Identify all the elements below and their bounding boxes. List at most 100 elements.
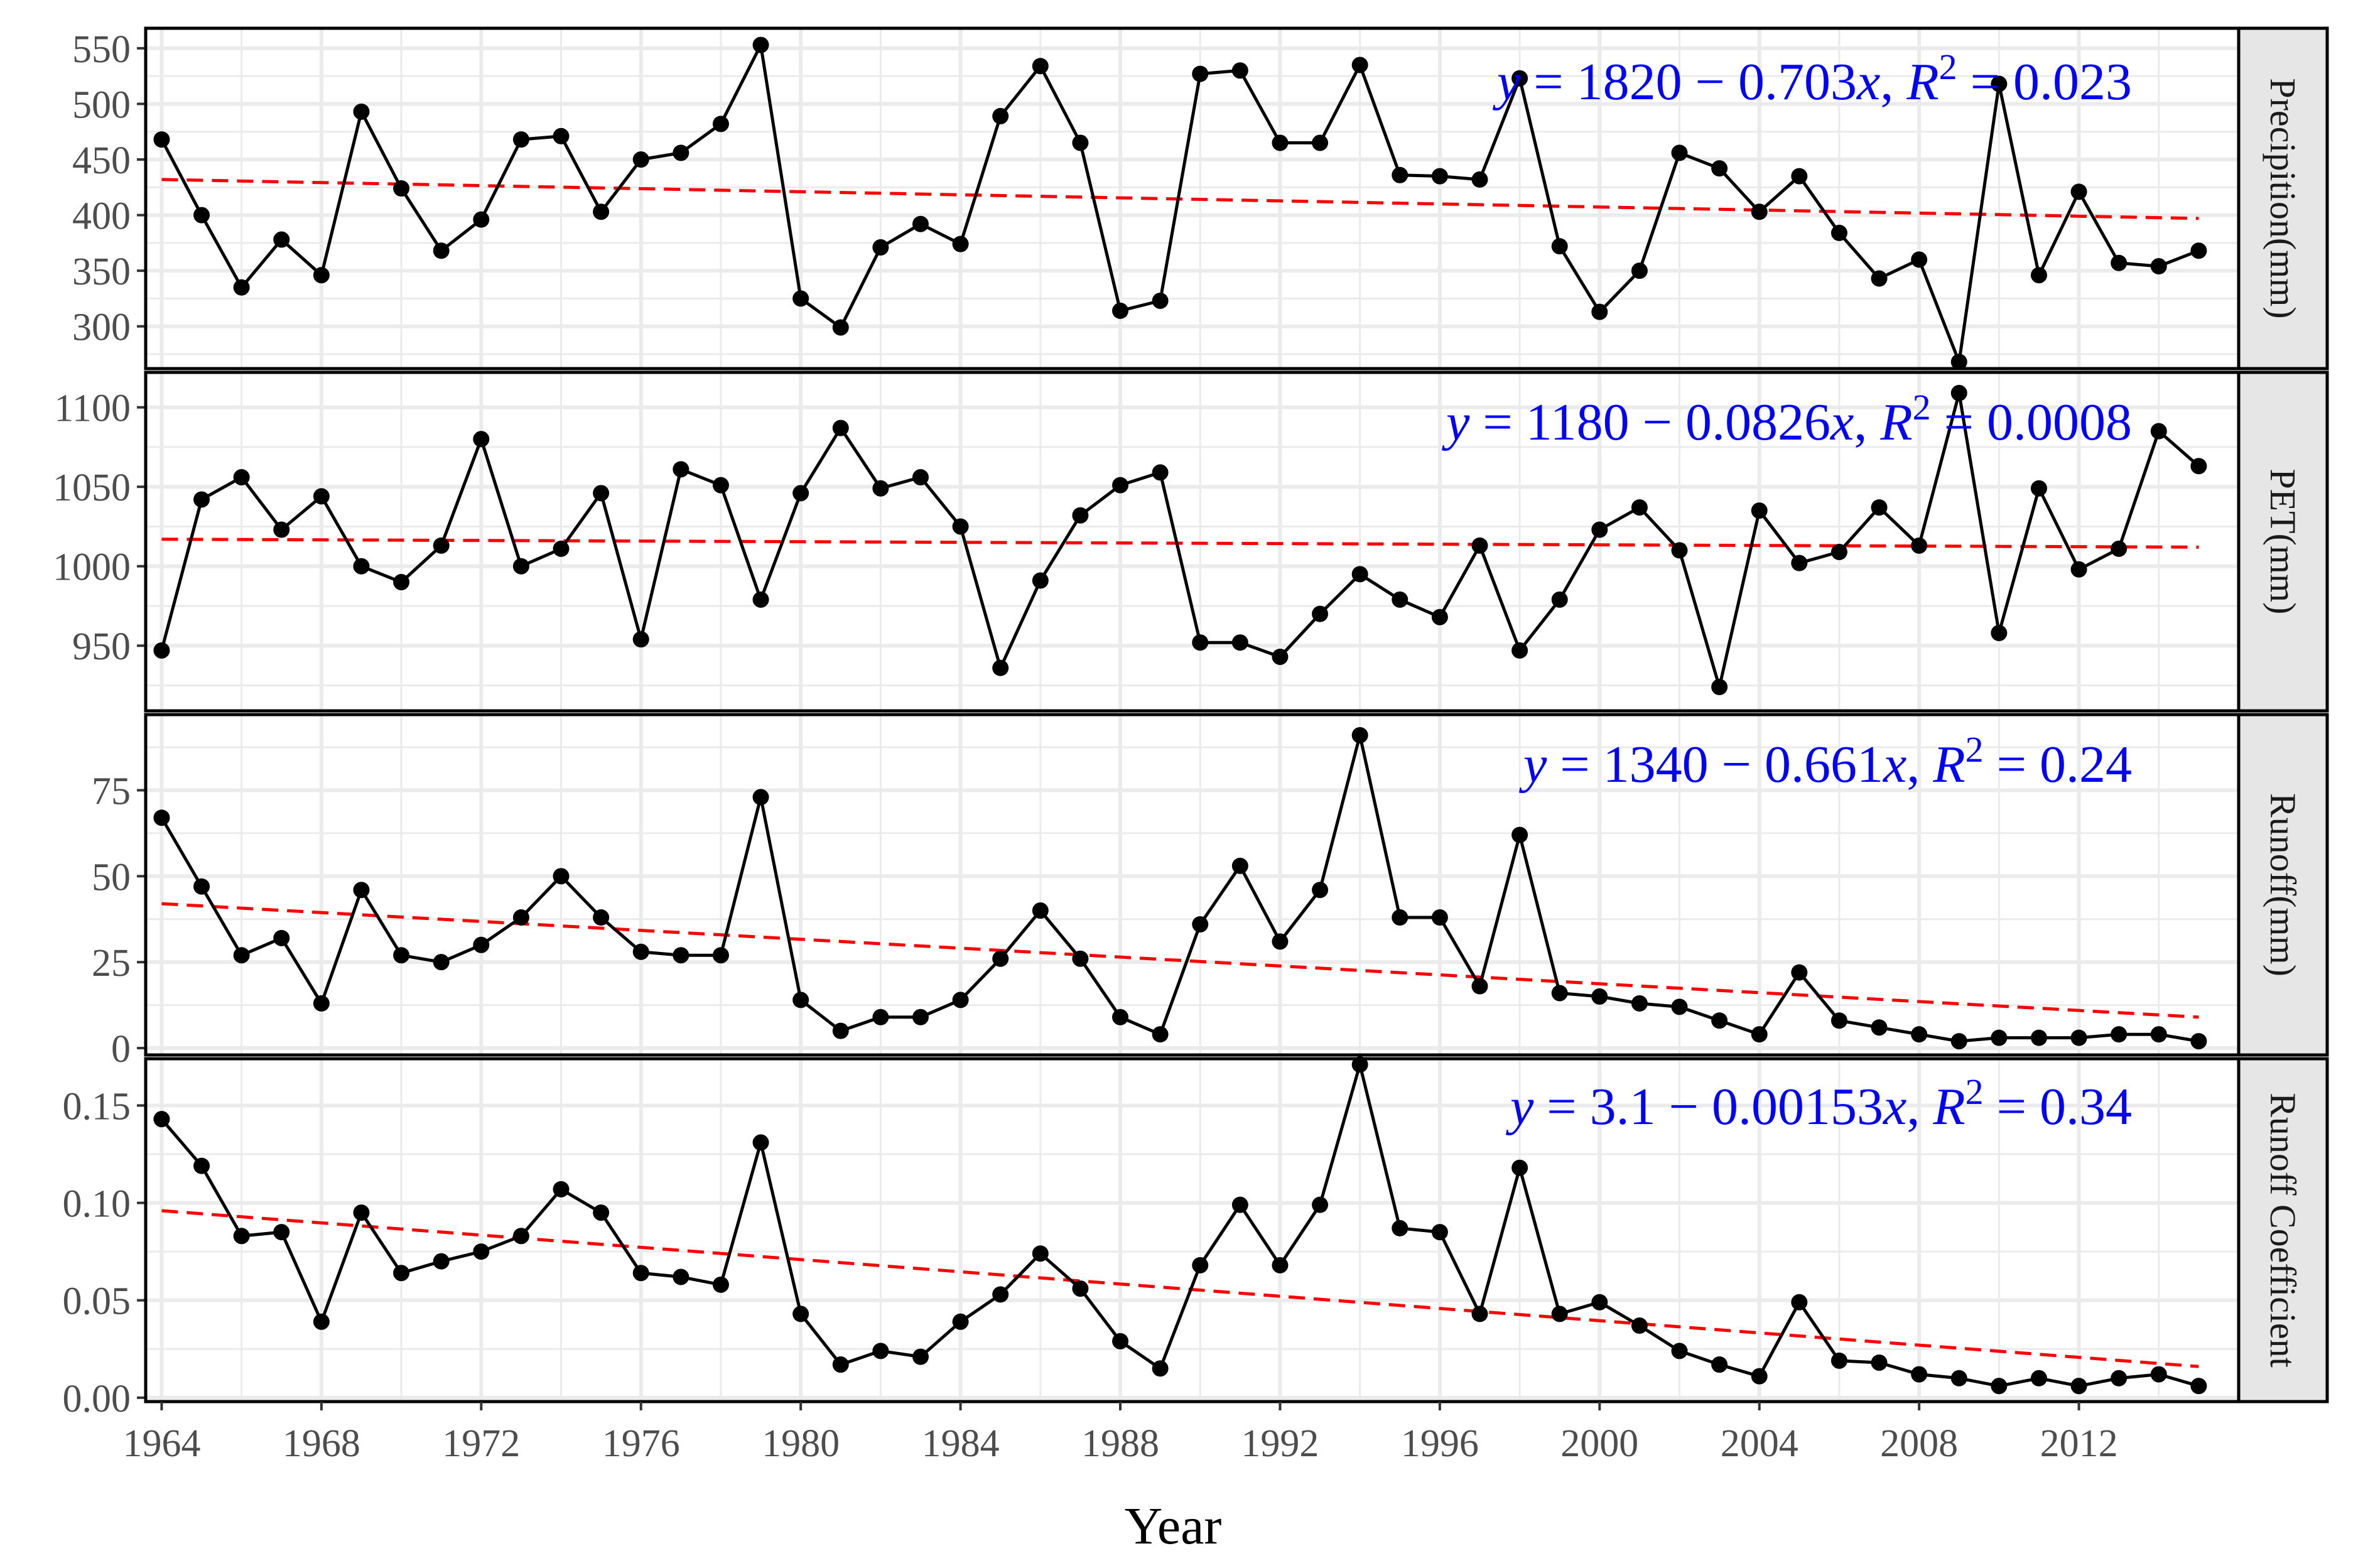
data-point xyxy=(1911,537,1928,554)
data-point xyxy=(1192,634,1209,651)
data-point xyxy=(553,868,570,885)
y-tick-label: 500 xyxy=(72,84,131,126)
data-point xyxy=(1072,507,1089,524)
data-point xyxy=(2150,1366,2167,1383)
data-point xyxy=(353,558,370,575)
data-point xyxy=(1751,1026,1768,1043)
y-tick-label: 1000 xyxy=(53,546,131,589)
equation-intercept: 1820 xyxy=(1577,53,1682,111)
data-point xyxy=(153,642,170,659)
data-point xyxy=(233,279,250,296)
data-point xyxy=(153,809,170,826)
regression-equation: y = 1180 − 0.0826x, R2 = 0.0008 xyxy=(1441,387,2132,451)
data-point xyxy=(393,180,410,197)
data-point xyxy=(673,947,689,964)
data-point xyxy=(1671,144,1688,161)
x-tick-label: 1976 xyxy=(602,1422,680,1465)
data-point xyxy=(1991,625,2008,642)
data-point xyxy=(1351,1056,1368,1073)
data-point xyxy=(1272,1257,1289,1273)
data-point xyxy=(1431,909,1448,926)
data-point xyxy=(752,591,769,608)
series-line xyxy=(160,43,2200,364)
data-point xyxy=(1471,537,1488,554)
facet-strip-label: Runoff(mm) xyxy=(2263,793,2303,976)
data-point xyxy=(2030,480,2047,497)
data-point xyxy=(1911,1366,1928,1383)
data-point xyxy=(2150,258,2167,275)
trend-line xyxy=(161,902,2199,1019)
data-point xyxy=(473,211,490,228)
data-point xyxy=(952,235,969,252)
data-point xyxy=(1631,499,1648,516)
equation-r: R xyxy=(1932,735,1965,794)
data-point xyxy=(832,319,849,336)
data-point xyxy=(832,1022,849,1039)
data-point xyxy=(233,1228,250,1245)
data-point xyxy=(872,239,889,256)
equation-slope: 0.0826 xyxy=(1685,393,1830,451)
equation-separator: , xyxy=(1854,393,1880,451)
data-point xyxy=(2190,1378,2207,1395)
data-point xyxy=(1152,1026,1169,1043)
data-point xyxy=(1591,1294,1608,1311)
y-tick-label: 1100 xyxy=(54,387,131,430)
equation-r2-equals: = xyxy=(1984,1078,2040,1136)
data-point xyxy=(1431,608,1448,625)
x-tick-label: 1988 xyxy=(1081,1422,1159,1465)
data-point xyxy=(512,131,529,148)
data-point xyxy=(912,1348,929,1365)
equation-lhs: y xyxy=(1505,1078,1534,1136)
data-point xyxy=(393,574,410,591)
data-point xyxy=(193,1157,210,1174)
data-point xyxy=(1791,964,1808,981)
data-point xyxy=(193,491,210,508)
data-point xyxy=(1591,303,1608,320)
equation-lhs: y xyxy=(1441,393,1470,451)
equation-r2-value: 0.023 xyxy=(2013,53,2132,111)
data-point xyxy=(193,878,210,895)
panel-2: 950 1000 1050 1100 y = 1180 − 0.0826x, R2 = … xyxy=(53,370,2329,713)
data-point xyxy=(712,116,729,132)
data-point xyxy=(752,36,769,53)
data-point xyxy=(1551,1306,1568,1322)
data-point xyxy=(1192,916,1209,933)
data-point xyxy=(2070,561,2087,578)
data-point xyxy=(1791,168,1808,185)
data-point xyxy=(1392,591,1409,608)
y-tick-label: 0.05 xyxy=(63,1280,131,1323)
facet-strip-label: Runoff Coefficient xyxy=(2263,1093,2303,1368)
data-point xyxy=(1711,679,1728,696)
y-tick-label: 25 xyxy=(92,942,131,985)
data-point xyxy=(1312,1196,1329,1213)
data-point xyxy=(2111,540,2128,557)
data-point xyxy=(1072,950,1089,967)
equation-separator: , xyxy=(1906,1078,1933,1136)
data-point xyxy=(952,992,969,1008)
panel-4: 0.00 0.05 0.10 0.15 y = 3.1 − 0.00153x, R2 =… xyxy=(63,1056,2329,1420)
data-point xyxy=(1351,727,1368,743)
data-point xyxy=(2030,1370,2047,1387)
data-point xyxy=(1072,134,1089,151)
equation-intercept: 1340 xyxy=(1603,735,1709,794)
equation-operator: − xyxy=(1630,393,1685,451)
data-point xyxy=(273,1224,290,1241)
facet-strip xyxy=(2237,713,2329,1057)
regression-equation: y = 3.1 − 0.00153x, R2 = 0.34 xyxy=(1505,1071,2132,1136)
equation-operator: − xyxy=(1682,53,1738,111)
data-point xyxy=(2190,458,2207,475)
data-point xyxy=(193,207,210,224)
data-point xyxy=(1192,1257,1209,1273)
data-point xyxy=(673,1268,689,1285)
y-tick-label: 50 xyxy=(92,856,131,899)
x-tick-label: 1964 xyxy=(122,1422,200,1465)
data-point xyxy=(1991,1029,2008,1046)
x-tick-label: 1968 xyxy=(283,1422,360,1465)
data-point xyxy=(912,469,929,486)
data-point xyxy=(593,1204,610,1221)
data-point xyxy=(1431,168,1448,185)
data-point xyxy=(2070,1029,2087,1046)
data-point xyxy=(1471,1306,1488,1322)
data-point xyxy=(2150,423,2167,440)
